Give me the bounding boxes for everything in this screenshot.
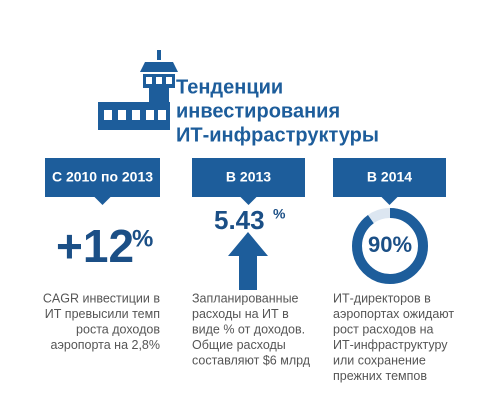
header-box <box>192 158 305 205</box>
description-line: CAGR инвестиции в <box>43 291 160 305</box>
big-figure: +12 <box>56 220 134 272</box>
description-line: расходы на ИТ в <box>192 307 289 321</box>
big-figure: 5.43 <box>214 205 265 235</box>
tower-icon <box>98 50 178 130</box>
description-line: рост расходов на <box>333 322 434 336</box>
title-line: ИТ-инфраструктуры <box>176 124 379 146</box>
description-line: ИТ-инфраструктуру <box>333 338 448 352</box>
description-line: Запланированные <box>192 291 299 305</box>
description-line: ИТ-директоров в <box>333 291 431 305</box>
description-line: ИТ превысили темп <box>45 307 160 321</box>
title-line: Тенденции <box>176 76 283 98</box>
description-line: составляют $6 млрд <box>192 353 311 367</box>
title-line: инвестирования <box>176 100 340 122</box>
header-label: С 2010 по 2013 <box>52 169 153 185</box>
description-line: Общие расходы <box>192 338 286 352</box>
ring-label: 90% <box>368 232 412 257</box>
figure-unit: % <box>132 225 153 252</box>
description-line: роста доходов <box>76 322 160 336</box>
header-box <box>45 158 160 205</box>
ring-value <box>352 208 428 284</box>
up-arrow <box>228 232 268 290</box>
description-line: аэропорта на 2,8% <box>51 338 160 352</box>
header-label: В 2014 <box>367 169 412 185</box>
description-line: прежних темпов <box>333 369 427 383</box>
description-line: или сохранение <box>333 353 426 367</box>
description-line: виде % от доходов. <box>192 322 305 336</box>
header-label: В 2013 <box>226 169 271 185</box>
figure-unit: % <box>273 206 286 222</box>
header-box <box>333 158 446 205</box>
description-line: аэропортах ожидают <box>333 307 454 321</box>
